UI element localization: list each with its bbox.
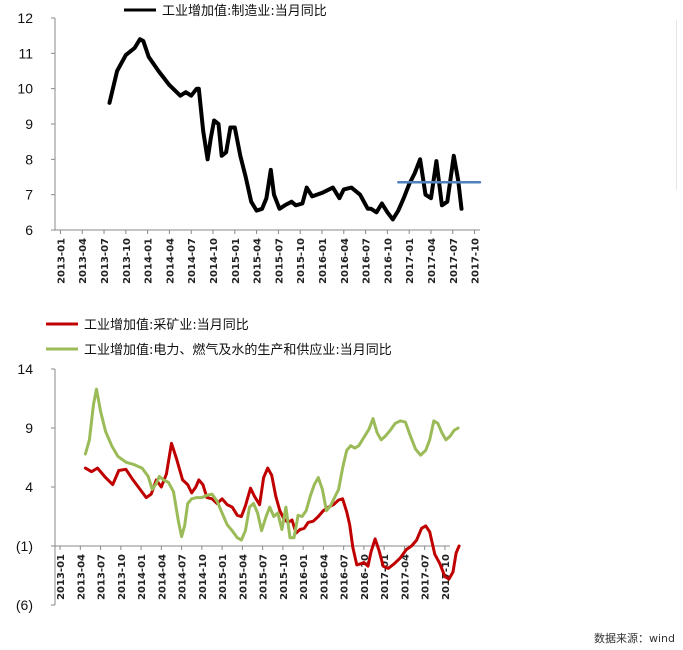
- x-tick-label: 2017-04: [400, 554, 411, 600]
- y-tick-label: 10: [17, 81, 33, 97]
- y-tick-label: 4: [25, 479, 33, 495]
- y-tick-label: 6: [25, 222, 33, 238]
- x-tick-label: 2016-04: [319, 554, 330, 600]
- x-tick-label: 2015-07: [259, 554, 270, 600]
- x-tick-label: 2016-04: [340, 238, 351, 284]
- x-tick-label: 2013-04: [78, 238, 89, 284]
- x-tick-label: 2013-07: [97, 554, 108, 600]
- x-tick-label: 2017-07: [449, 238, 460, 284]
- x-tick-label: 2013-04: [76, 554, 87, 600]
- x-tick-label: 2015-07: [274, 238, 285, 284]
- x-tick-label: 2014-04: [165, 238, 176, 284]
- y-tick-label: 8: [25, 151, 33, 167]
- x-tick-label: 2015-10: [279, 554, 290, 600]
- x-tick-label: 2016-07: [340, 554, 351, 600]
- x-tick-label: 2017-04: [427, 238, 438, 284]
- x-tick-label: 2017-01: [380, 554, 391, 600]
- x-tick-label: 2016-01: [318, 238, 329, 284]
- panel-divider: [676, 20, 677, 190]
- x-tick-label: 2016-07: [362, 238, 373, 284]
- x-tick-label: 2015-10: [296, 238, 307, 284]
- x-tick-label: 2014-10: [198, 554, 209, 600]
- x-tick-label: 2014-07: [178, 554, 189, 600]
- x-tick-label: 2013-01: [56, 238, 67, 284]
- series-line: [83, 387, 460, 542]
- y-tick-label: 9: [25, 420, 33, 436]
- x-tick-label: 2014-10: [209, 238, 220, 284]
- x-tick-label: 2015-04: [253, 238, 264, 284]
- source-note: 数据来源：wind: [593, 632, 675, 645]
- y-tick-label: (6): [16, 597, 33, 613]
- x-tick-label: 2017-01: [405, 238, 416, 284]
- x-tick-label: 2015-01: [218, 554, 229, 600]
- y-tick-label: 9: [25, 116, 33, 132]
- x-tick-label: 2014-07: [187, 238, 198, 284]
- x-tick-label: 2016-01: [299, 554, 310, 600]
- x-tick-label: 2013-10: [122, 238, 133, 284]
- legend-label: 工业增加值:采矿业:当月同比: [84, 317, 249, 333]
- x-tick-label: 2013-07: [100, 238, 111, 284]
- y-tick-label: (1): [16, 538, 33, 554]
- x-tick-label: 2017-10: [471, 238, 482, 284]
- x-tick-label: 2014-04: [157, 554, 168, 600]
- y-tick-label: 14: [17, 361, 33, 377]
- x-tick-label: 2015-01: [231, 238, 242, 284]
- manufacturing-chart: 12 11 10 9 8 7 6 2013-01 2013-04 2013-07 2013-10 20…: [17, 3, 482, 284]
- x-tick-label: 2014-01: [144, 238, 155, 284]
- x-tick-label: 2016-10: [360, 554, 371, 600]
- legend-label: 工业增加值:制造业:当月同比: [162, 3, 327, 19]
- y-tick-label: 11: [18, 45, 33, 61]
- x-tick-label: 2017-07: [421, 554, 432, 600]
- y-tick-label: 7: [25, 187, 33, 203]
- x-tick-label: 2013-10: [117, 554, 128, 600]
- x-tick-label: 2013-01: [56, 554, 67, 600]
- legend-label: 工业增加值:电力、燃气及水的生产和供应业:当月同比: [84, 342, 392, 358]
- y-tick-label: 12: [17, 10, 33, 26]
- mining-utilities-chart: 14 9 4 (1) (6) 2013-01 2013-04 2013-07 2013-10 20…: [16, 317, 461, 613]
- x-tick-label: 2015-04: [238, 554, 249, 600]
- series-line: [107, 37, 464, 222]
- x-tick-label: 2014-01: [137, 554, 148, 600]
- x-tick-label: 2016-10: [383, 238, 394, 284]
- series-line: [83, 441, 461, 581]
